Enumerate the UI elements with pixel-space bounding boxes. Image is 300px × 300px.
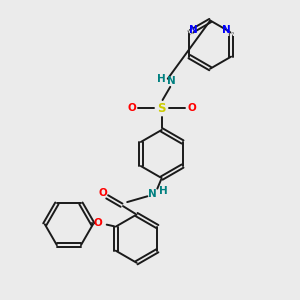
Text: N: N xyxy=(167,76,176,86)
Text: O: O xyxy=(127,103,136,113)
Text: O: O xyxy=(99,188,107,199)
Text: N: N xyxy=(148,189,157,199)
Text: N: N xyxy=(185,26,194,39)
Text: S: S xyxy=(158,102,166,115)
Text: N: N xyxy=(222,25,231,35)
Text: O: O xyxy=(94,218,103,228)
Text: N: N xyxy=(227,26,236,39)
Text: N: N xyxy=(189,25,198,35)
Text: H: H xyxy=(159,187,168,196)
Text: O: O xyxy=(188,103,196,113)
Text: H: H xyxy=(157,74,165,84)
